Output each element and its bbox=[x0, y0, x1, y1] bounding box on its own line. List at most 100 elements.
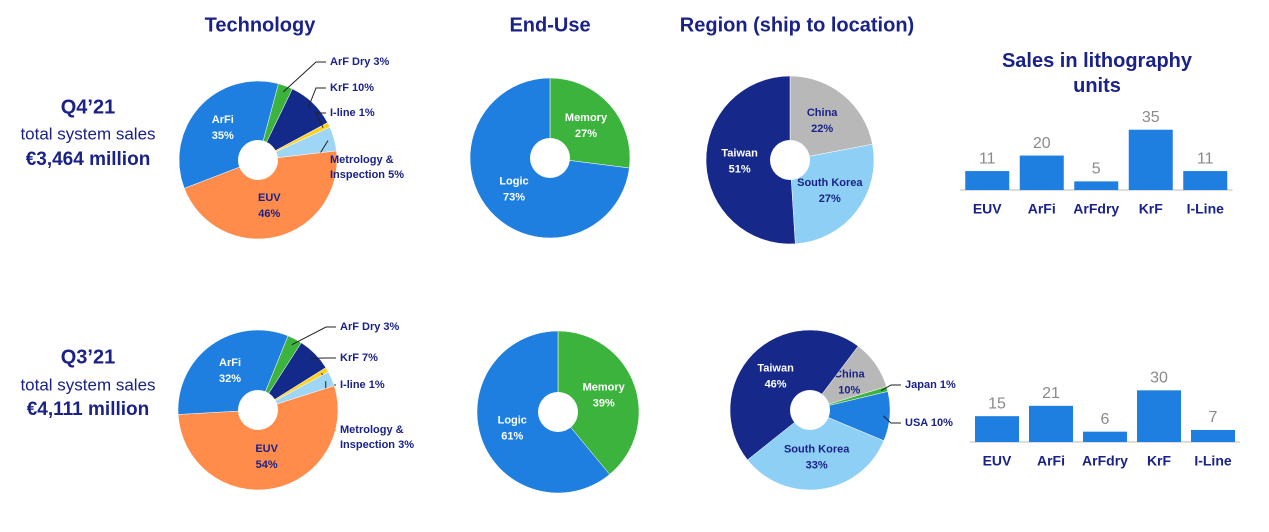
slice-label: Taiwan bbox=[721, 147, 758, 159]
slice-label: Logic bbox=[498, 414, 527, 426]
slice-value: 1% bbox=[939, 379, 956, 391]
bar-value: 20 bbox=[1033, 135, 1051, 152]
bar bbox=[1137, 390, 1181, 442]
bar bbox=[1019, 155, 1064, 190]
pie-slice bbox=[789, 143, 875, 245]
slice-value: 46% bbox=[258, 208, 280, 220]
slice-value: 61% bbox=[501, 430, 523, 442]
bar-value: 21 bbox=[1042, 385, 1060, 402]
outside-label: ArF Dry 3% bbox=[330, 55, 448, 70]
slice-label: USA bbox=[905, 417, 928, 429]
x-tick-label: ArFdry bbox=[1073, 201, 1119, 217]
bar bbox=[1183, 171, 1228, 190]
slice-value: 1% bbox=[368, 379, 385, 391]
slice-value: 51% bbox=[729, 163, 751, 175]
leader-line bbox=[307, 87, 326, 108]
outside-label: I-line 1% bbox=[330, 106, 448, 121]
bar bbox=[1074, 181, 1119, 190]
pie-slice bbox=[557, 330, 640, 475]
pie-hole bbox=[238, 390, 278, 430]
slice-value: 3% bbox=[383, 321, 400, 333]
slice-label: EUV bbox=[255, 443, 278, 455]
bar bbox=[965, 171, 1010, 190]
slice-value: 35% bbox=[212, 130, 234, 142]
bar-value: 7 bbox=[1209, 409, 1218, 426]
outside-label: KrF 7% bbox=[340, 351, 458, 366]
period-caption: total system sales bbox=[20, 375, 155, 394]
slice-value: 7% bbox=[362, 352, 378, 364]
slice-label: KrF bbox=[330, 82, 349, 94]
leader-line bbox=[315, 112, 326, 128]
slice-label: Memory bbox=[565, 112, 608, 124]
slice-label: ArF Dry bbox=[330, 56, 371, 68]
period-caption: total system sales bbox=[20, 124, 155, 143]
x-tick-label: KrF bbox=[1139, 201, 1164, 217]
slice-value: 3% bbox=[373, 56, 390, 68]
slice-value: 1% bbox=[358, 107, 375, 119]
pie-hole bbox=[790, 390, 830, 430]
bar-value: 30 bbox=[1150, 370, 1168, 387]
slice-label: Metrology & Inspection bbox=[340, 424, 404, 451]
slice-label: I-line bbox=[330, 107, 356, 119]
slice-label: South Korea bbox=[784, 443, 850, 455]
slice-value: 46% bbox=[765, 378, 787, 390]
slice-value: 10% bbox=[930, 417, 953, 429]
period-amount: €4,111 million bbox=[27, 399, 150, 420]
slice-label: China bbox=[834, 368, 865, 380]
pie-slice bbox=[705, 75, 796, 245]
pie-slice bbox=[177, 385, 339, 491]
bar-value: 15 bbox=[988, 395, 1006, 412]
leader-line bbox=[282, 61, 326, 93]
bar-value: 5 bbox=[1092, 161, 1101, 178]
slice-label: ArF Dry bbox=[340, 321, 381, 333]
slice-label: China bbox=[807, 107, 838, 119]
x-tick-label: EUV bbox=[983, 453, 1012, 469]
outside-label: Metrology & Inspection 3% bbox=[340, 423, 458, 453]
x-tick-label: I-Line bbox=[1194, 453, 1232, 469]
slice-value: 10% bbox=[838, 384, 860, 396]
slice-label: South Korea bbox=[797, 177, 863, 189]
outside-label: KrF 10% bbox=[330, 81, 448, 96]
outside-label: I-line 1% bbox=[340, 378, 458, 393]
outside-label: ArF Dry 3% bbox=[340, 320, 458, 335]
x-tick-label: ArFdry bbox=[1082, 453, 1128, 469]
pie-slice bbox=[183, 150, 338, 240]
outside-label: USA 10% bbox=[905, 416, 1023, 431]
x-tick-label: ArFi bbox=[1037, 453, 1065, 469]
pie-slice bbox=[789, 75, 873, 161]
bar bbox=[1128, 129, 1173, 190]
slice-value: 27% bbox=[819, 193, 841, 205]
period-quarter: Q3’21 bbox=[61, 346, 115, 368]
slice-label: I-line bbox=[340, 379, 366, 391]
x-tick-label: EUV bbox=[973, 201, 1002, 217]
slice-label: Logic bbox=[499, 176, 528, 188]
slice-value: 33% bbox=[806, 459, 828, 471]
bar-value: 6 bbox=[1101, 411, 1110, 428]
period-amount: €3,464 million bbox=[26, 149, 151, 170]
bar bbox=[975, 416, 1019, 442]
outside-label: Metrology & Inspection 5% bbox=[330, 153, 448, 183]
chart-title: Sales in lithography units bbox=[1002, 50, 1193, 97]
x-tick-label: KrF bbox=[1147, 453, 1172, 469]
pie-slice bbox=[747, 409, 885, 491]
slice-label: Memory bbox=[583, 381, 626, 393]
slice-value: 3% bbox=[398, 439, 414, 451]
x-tick-label: I-Line bbox=[1187, 201, 1225, 217]
outside-label: Japan 1% bbox=[905, 378, 1023, 393]
column-header: Region (ship to location) bbox=[680, 14, 914, 36]
bar bbox=[1191, 429, 1235, 442]
pie-slice bbox=[729, 329, 859, 461]
leader-line bbox=[291, 326, 336, 346]
pie-slice bbox=[549, 77, 631, 169]
pie-hole bbox=[530, 138, 570, 178]
slice-label: ArFi bbox=[219, 357, 241, 369]
leader-line bbox=[883, 415, 901, 424]
bar bbox=[1083, 431, 1127, 442]
slice-label: Taiwan bbox=[757, 362, 794, 374]
pie-hole bbox=[538, 392, 578, 432]
slice-value: 73% bbox=[503, 192, 525, 204]
bar-value: 35 bbox=[1142, 109, 1160, 126]
slice-value: 54% bbox=[256, 459, 278, 471]
